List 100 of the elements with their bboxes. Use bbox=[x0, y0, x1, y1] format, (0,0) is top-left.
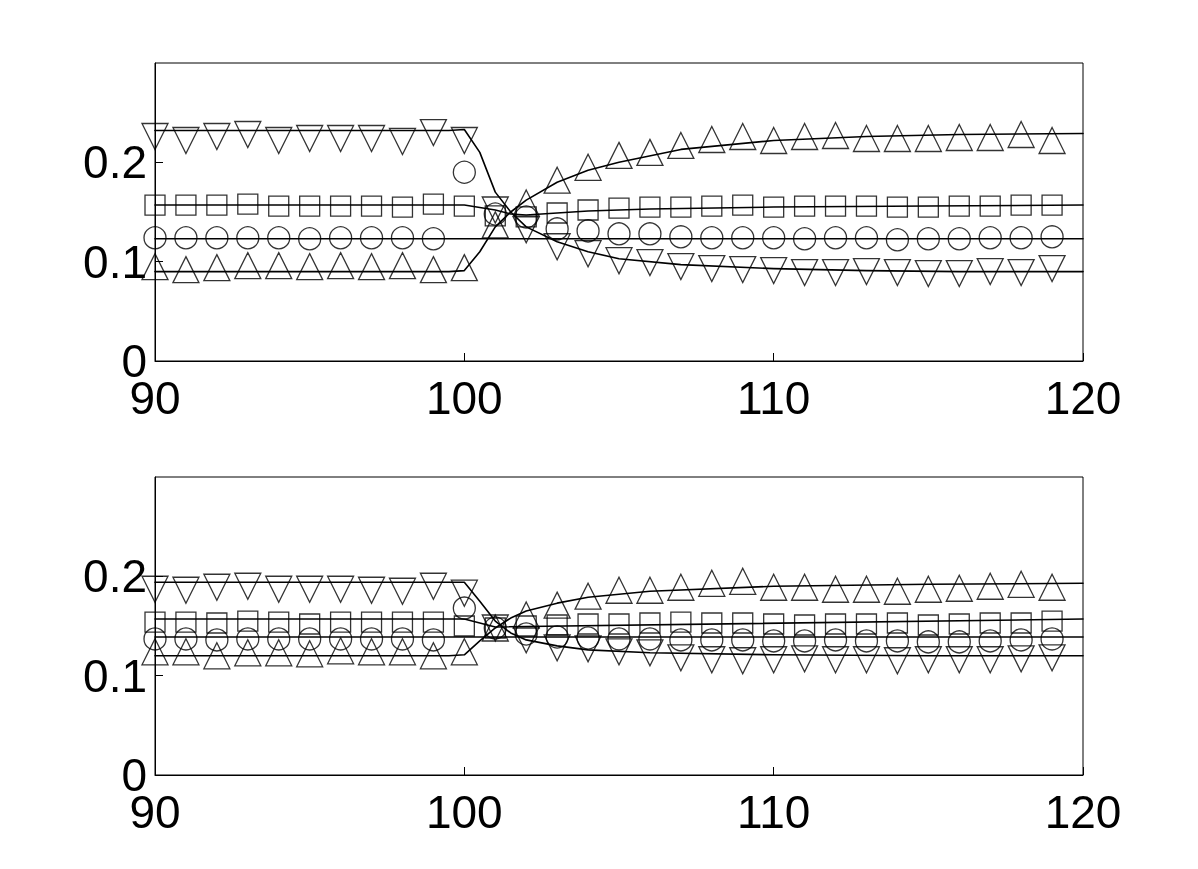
point bbox=[450, 579, 478, 607]
point bbox=[329, 195, 352, 217]
point bbox=[605, 638, 633, 666]
point bbox=[450, 126, 478, 155]
y-tick-label: 0.1 bbox=[83, 235, 147, 288]
point bbox=[577, 199, 599, 221]
point bbox=[948, 613, 970, 635]
point bbox=[1041, 610, 1063, 632]
point bbox=[326, 124, 355, 153]
point bbox=[852, 575, 881, 603]
point bbox=[639, 612, 661, 634]
point bbox=[237, 610, 259, 632]
point bbox=[855, 195, 878, 217]
x-tick-label: 120 bbox=[1044, 372, 1122, 424]
point bbox=[729, 122, 757, 151]
point bbox=[299, 195, 321, 217]
point bbox=[914, 575, 942, 603]
point bbox=[947, 630, 971, 654]
point bbox=[852, 124, 881, 153]
point bbox=[698, 569, 726, 597]
point bbox=[388, 638, 417, 666]
point bbox=[916, 227, 940, 251]
point bbox=[1007, 570, 1035, 598]
point bbox=[421, 227, 446, 251]
point bbox=[514, 622, 538, 646]
point bbox=[174, 226, 198, 250]
point bbox=[419, 572, 448, 600]
point bbox=[205, 226, 229, 250]
point bbox=[760, 573, 788, 601]
point bbox=[793, 195, 816, 217]
point bbox=[328, 226, 353, 250]
point bbox=[917, 196, 939, 218]
point bbox=[574, 240, 602, 268]
point bbox=[328, 627, 353, 651]
point bbox=[299, 613, 321, 635]
point bbox=[821, 258, 850, 287]
point bbox=[945, 123, 973, 152]
point bbox=[700, 628, 724, 652]
point bbox=[574, 153, 602, 181]
point bbox=[419, 118, 448, 147]
point bbox=[945, 574, 973, 602]
point bbox=[577, 613, 599, 635]
point bbox=[762, 226, 786, 250]
point bbox=[265, 575, 293, 603]
point bbox=[268, 611, 290, 633]
point bbox=[914, 124, 942, 153]
point bbox=[976, 257, 1004, 286]
point bbox=[234, 639, 262, 667]
point bbox=[206, 612, 228, 634]
point bbox=[357, 638, 386, 666]
point bbox=[419, 642, 448, 670]
point bbox=[1010, 612, 1032, 634]
point bbox=[731, 226, 755, 250]
point bbox=[731, 628, 755, 652]
point bbox=[267, 627, 291, 651]
point bbox=[359, 226, 384, 250]
point bbox=[732, 194, 754, 216]
point bbox=[916, 630, 940, 654]
point bbox=[172, 576, 200, 604]
point bbox=[144, 194, 166, 216]
point bbox=[329, 611, 352, 633]
point bbox=[636, 138, 664, 167]
point bbox=[1038, 254, 1066, 283]
point bbox=[636, 639, 664, 667]
point bbox=[357, 576, 386, 604]
point bbox=[174, 627, 198, 651]
point bbox=[978, 629, 1002, 653]
point bbox=[605, 247, 633, 275]
point bbox=[852, 646, 881, 674]
point bbox=[821, 121, 850, 150]
point bbox=[1009, 628, 1033, 652]
point bbox=[236, 226, 260, 250]
point bbox=[636, 576, 664, 604]
point bbox=[512, 216, 540, 244]
point bbox=[701, 195, 723, 217]
point bbox=[359, 627, 384, 651]
point bbox=[203, 122, 231, 151]
point bbox=[574, 635, 602, 663]
point bbox=[481, 211, 509, 239]
point bbox=[298, 627, 322, 651]
point bbox=[947, 227, 971, 251]
point bbox=[605, 576, 633, 604]
point bbox=[203, 642, 231, 670]
point bbox=[419, 255, 448, 284]
point bbox=[144, 611, 166, 633]
point bbox=[546, 202, 568, 224]
point bbox=[639, 196, 661, 218]
point bbox=[237, 193, 259, 215]
point bbox=[453, 195, 475, 217]
point bbox=[790, 258, 819, 287]
point bbox=[543, 634, 571, 662]
point bbox=[979, 195, 1001, 217]
point bbox=[1038, 573, 1066, 601]
point bbox=[172, 638, 200, 666]
point bbox=[1041, 194, 1063, 216]
point bbox=[883, 258, 912, 287]
point bbox=[762, 629, 786, 653]
point bbox=[883, 647, 912, 675]
point bbox=[1038, 644, 1066, 672]
y-tick-label: 0.2 bbox=[83, 550, 147, 603]
